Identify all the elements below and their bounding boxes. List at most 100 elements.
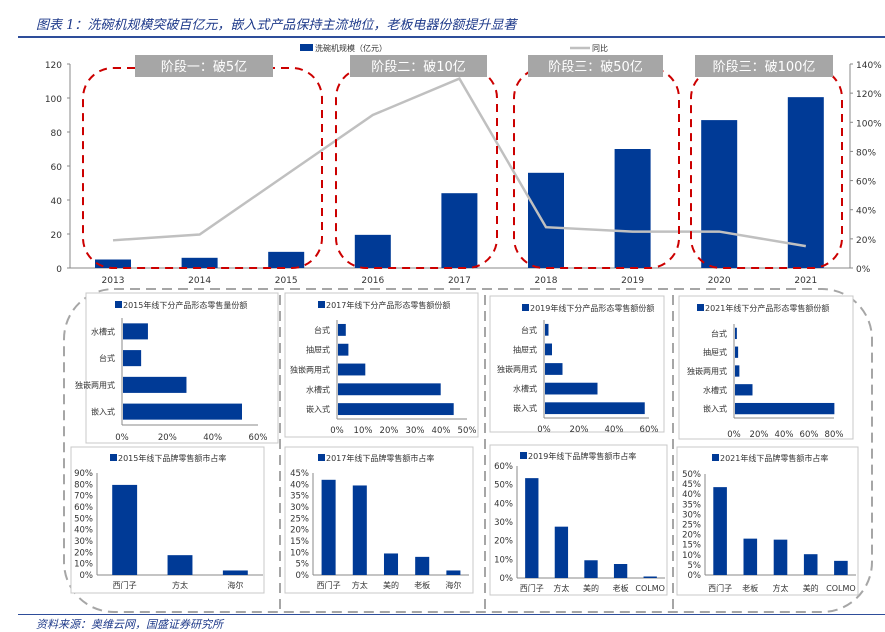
stage-label: 阶段一：破5亿 [161, 60, 247, 75]
hbar [338, 323, 346, 336]
vbar [321, 479, 336, 575]
vbar [803, 554, 818, 575]
y-tick-label: 40% [74, 526, 93, 536]
bar-market-size [95, 259, 131, 268]
category-label: 老板 [742, 583, 758, 593]
hbar [338, 383, 441, 396]
category-label: COLMO [635, 584, 665, 593]
hbar [338, 343, 349, 356]
y-tick-label: 40% [494, 499, 513, 509]
source-note: 资料来源：奥维云网，国盛证券研究所 [36, 618, 223, 631]
x-tick-label: 30% [406, 426, 425, 436]
category-label: 抽屉式 [703, 347, 727, 357]
y2-tick-label: 80% [856, 148, 876, 158]
hbar [338, 403, 454, 416]
panel-frame [489, 444, 668, 596]
bar-market-size [614, 149, 651, 268]
panel-title: 2021年线下分产品形态零售额份额 [705, 303, 829, 313]
category-label: 嵌入式 [306, 404, 330, 414]
y-tick-label: 20% [74, 548, 93, 558]
legend-swatch [115, 301, 122, 308]
y-tick-label: 20% [290, 526, 309, 536]
legend-swatch [697, 304, 704, 311]
category-label: 美的 [383, 580, 399, 590]
legend-label-bar: 洗碗机规模（亿元） [315, 43, 387, 53]
y-tick-label: 15% [682, 541, 701, 551]
panel-frame [678, 295, 854, 440]
stage-outline [82, 67, 323, 269]
y-tick-label: 0% [688, 571, 702, 581]
hbar [545, 382, 598, 395]
y-tick-label: 35% [290, 492, 309, 502]
category-label: 美的 [583, 583, 599, 593]
panel-frame [676, 446, 859, 596]
x-tick-label: 2021 [794, 276, 817, 286]
category-label: 水槽式 [703, 385, 727, 395]
x-tick-label: 20% [570, 425, 589, 435]
category-label: 独嵌两用式 [497, 364, 537, 374]
dashed-group-outline [63, 288, 873, 613]
vbar [167, 555, 193, 575]
category-label: 方太 [172, 580, 188, 590]
panel-title: 2019年线下品牌零售额市占率 [528, 451, 636, 461]
x-tick-label: 40% [605, 425, 624, 435]
vbar [383, 553, 399, 575]
x-tick-label: 20% [380, 426, 399, 436]
y-tick-label: 20% [494, 537, 513, 547]
category-label: 水槽式 [513, 384, 537, 394]
legend-swatch [110, 454, 117, 461]
category-label: 西门子 [317, 580, 341, 590]
figure-title: 图表 1：洗碗机规模突破百亿元，嵌入式产品保持主流地位，老板电器份额提升显著 [36, 18, 517, 33]
panel-title: 2017年线下品牌零售额市占率 [326, 453, 434, 463]
hbar [123, 350, 142, 367]
hbar [123, 323, 148, 340]
category-label: 抽屉式 [513, 344, 537, 354]
x-tick-label: 2015 [275, 276, 298, 286]
category-label: 老板 [414, 580, 430, 590]
hbar [735, 346, 739, 358]
bar-market-size [268, 251, 305, 268]
legend-swatch [520, 452, 527, 459]
hbar [735, 384, 753, 396]
bar-market-size [528, 172, 564, 268]
panel-title: 2021年线下品牌零售额市占率 [720, 453, 828, 463]
category-label: 海尔 [445, 580, 461, 590]
panel-frame [284, 446, 474, 594]
category-label: 西门子 [708, 583, 732, 593]
x-tick-label: 60% [249, 433, 268, 443]
stage-label: 阶段三：破100亿 [713, 60, 816, 75]
x-tick-label: 0% [330, 426, 344, 436]
vbar [352, 485, 367, 575]
stage-outline [335, 67, 498, 269]
y-tick-label: 120 [45, 61, 62, 71]
legend-swatch [522, 304, 529, 311]
bar-market-size [441, 193, 478, 268]
y-tick-label: 30% [682, 510, 701, 520]
y-tick-label: 10% [494, 555, 513, 565]
category-label: 台式 [314, 325, 330, 335]
hbar [735, 402, 835, 415]
y-tick-label: 60% [74, 503, 93, 513]
legend-swatch-bar [300, 44, 313, 51]
category-label: 独嵌两用式 [687, 366, 727, 376]
y-tick-label: 25% [682, 521, 701, 531]
y-tick-label: 90% [74, 469, 93, 479]
category-label: 台式 [521, 325, 537, 335]
x-tick-label: 40% [432, 426, 451, 436]
panel-title: 2015年线下分产品形态零售量份额 [123, 300, 247, 310]
x-tick-label: 50% [458, 426, 477, 436]
y-tick-label: 0% [80, 571, 94, 581]
category-label: 独嵌两用式 [75, 380, 115, 390]
category-label: 独嵌两用式 [290, 365, 330, 375]
y-tick-label: 35% [682, 500, 701, 510]
stage-label-box [135, 55, 273, 77]
y-tick-label: 100 [45, 95, 62, 105]
x-tick-label: 2013 [102, 276, 125, 286]
hbar [545, 343, 552, 356]
category-label: 嵌入式 [91, 407, 115, 417]
category-label: 方太 [553, 583, 569, 593]
category-label: 水槽式 [91, 326, 115, 336]
y-tick-label: 45% [682, 480, 701, 490]
category-label: 西门子 [113, 580, 137, 590]
